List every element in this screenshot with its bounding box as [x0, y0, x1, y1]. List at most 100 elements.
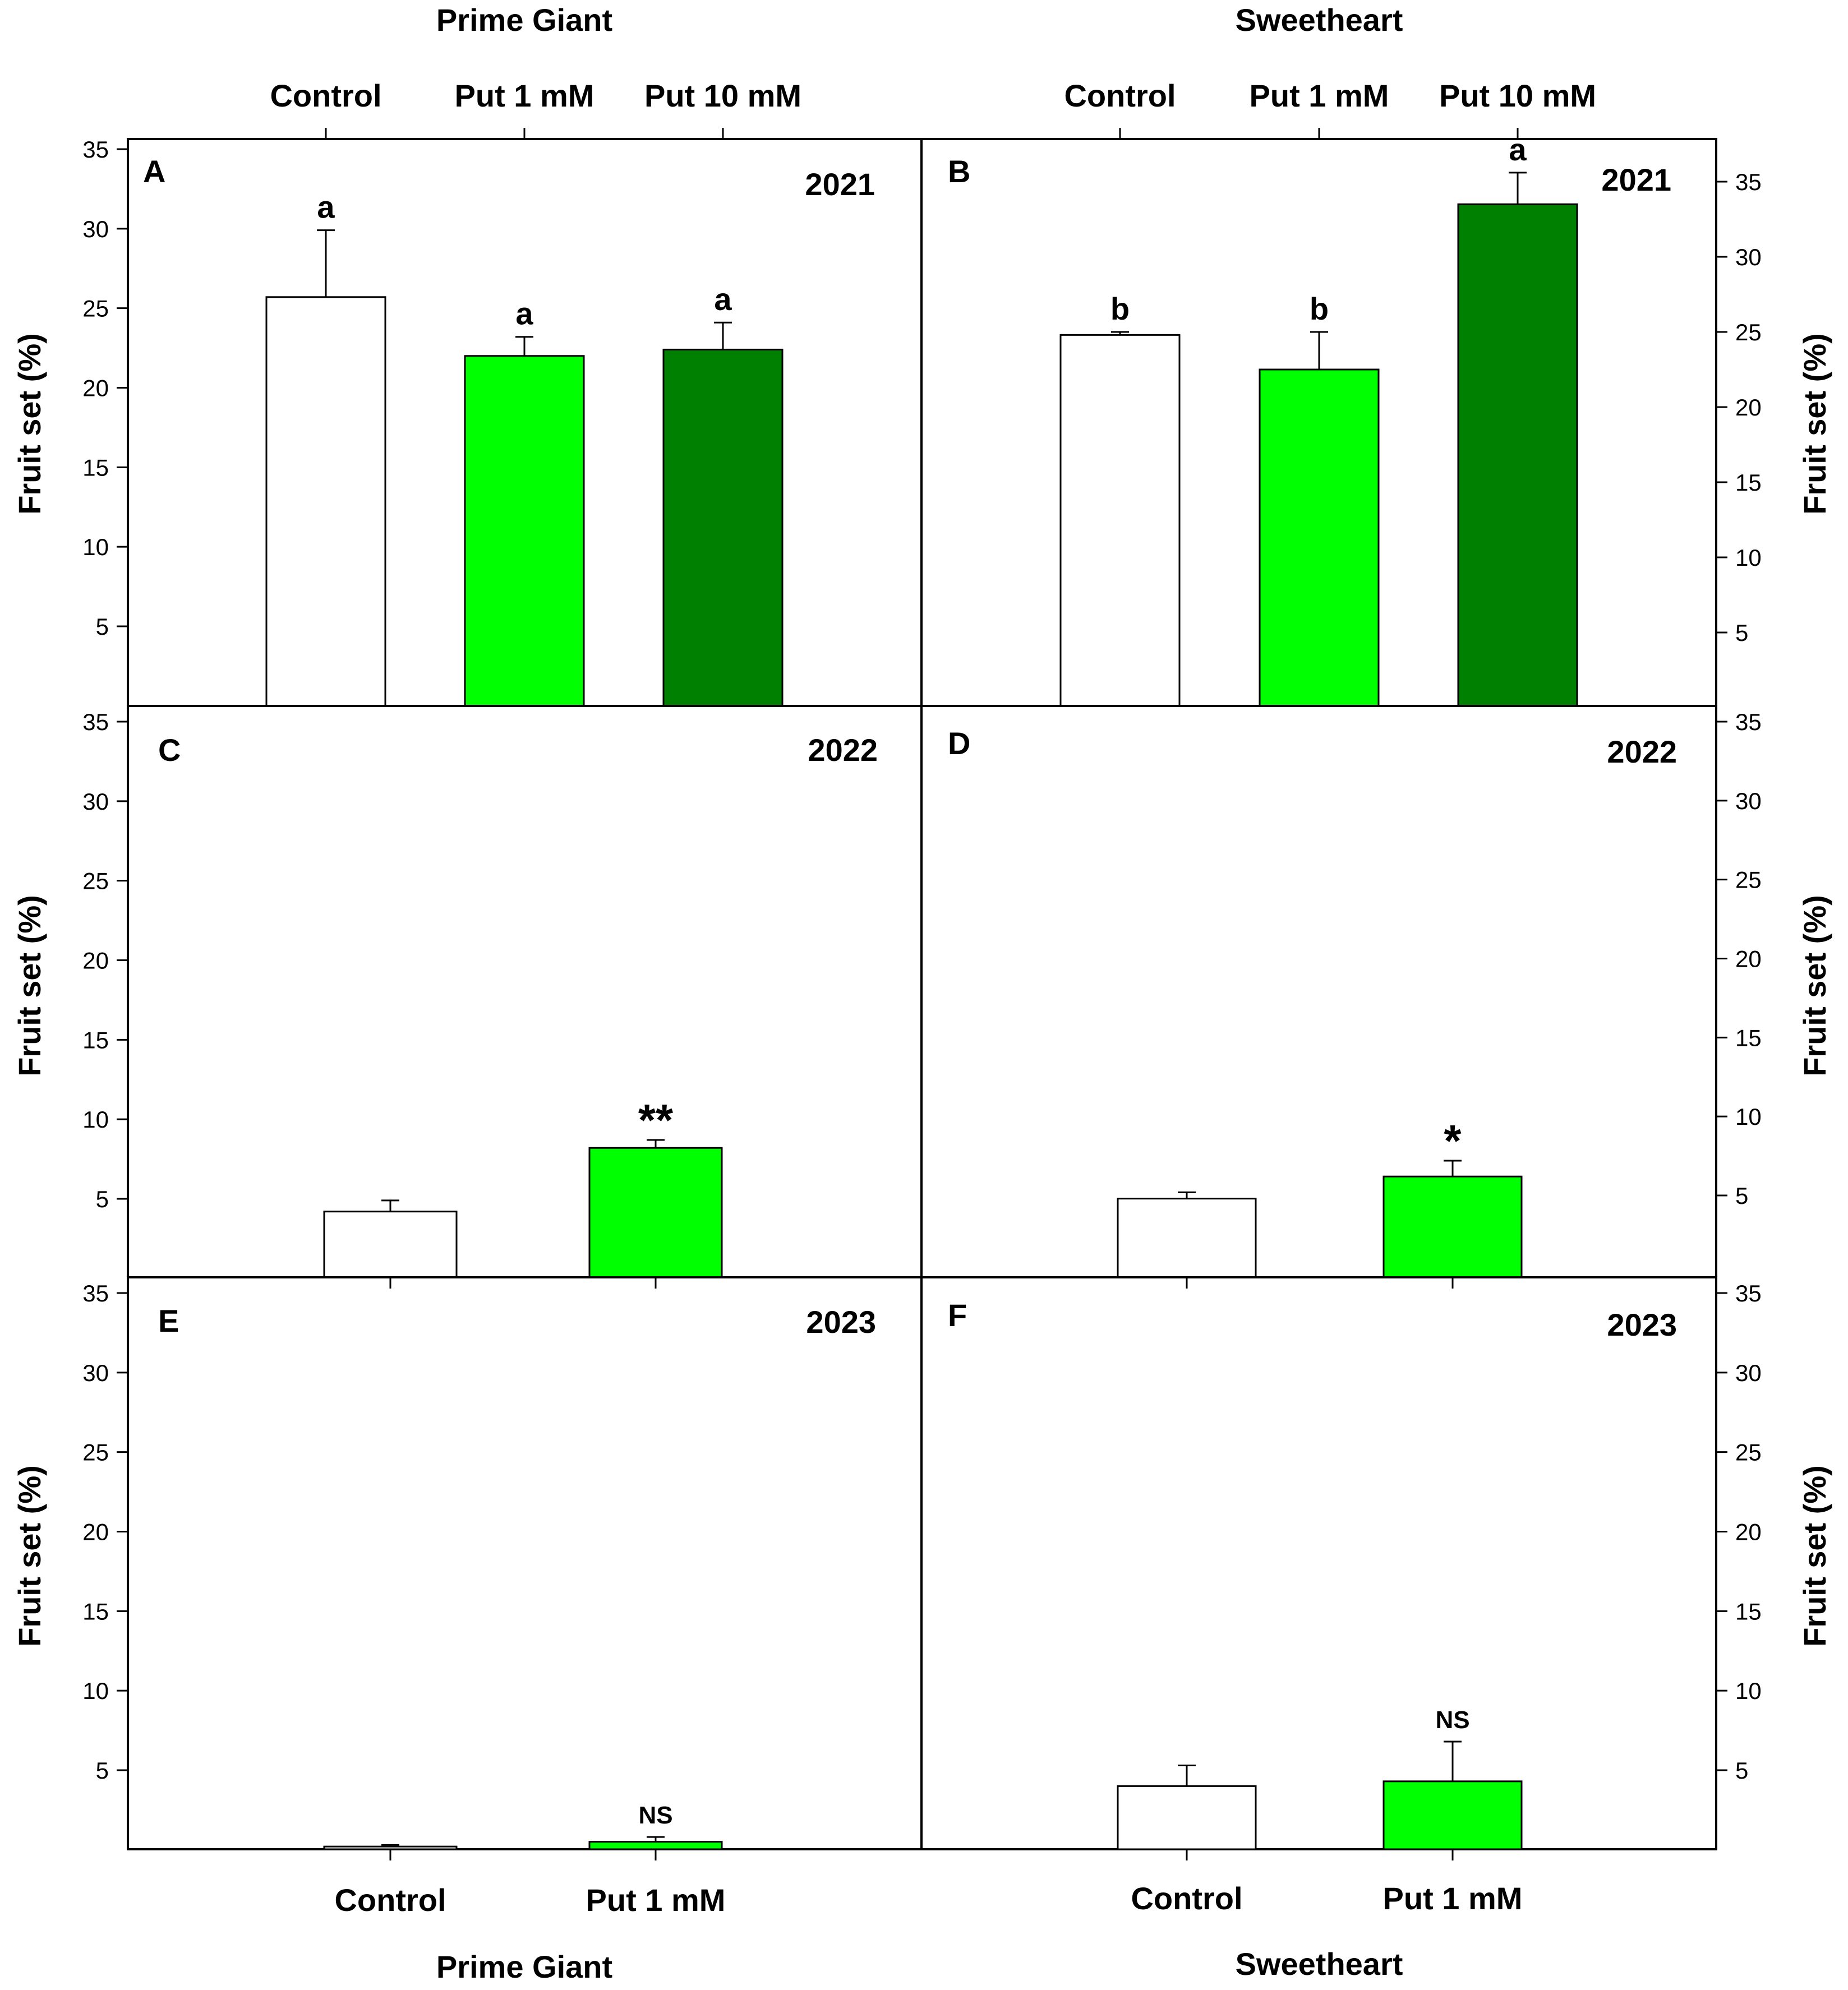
y-tick-label-d-30: 30 [1735, 788, 1762, 814]
bottom-cat-label-sh-control: Control [1131, 1881, 1242, 1916]
panel-label-c: C [158, 732, 181, 768]
top-group-title-sweetheart: Sweetheart [1236, 2, 1403, 38]
panel-year-f: 2023 [1607, 1307, 1677, 1342]
annotation-b-1: b [1310, 291, 1329, 326]
bar-e-1 [588, 1841, 723, 1850]
y-axis-label-f: Fruit set (%) [1797, 1465, 1832, 1647]
y-tick-label-e-15: 15 [82, 1598, 109, 1624]
y-tick-label-a-25: 25 [82, 296, 109, 322]
y-tick-label-a-5: 5 [96, 613, 109, 640]
y-tick-label-a-20: 20 [82, 375, 109, 401]
top-cat-label-pg-control: Control [270, 78, 381, 113]
bar-a-0 [265, 296, 386, 707]
bar-f-1 [1382, 1780, 1523, 1850]
panel-f: 5 10 15 20 25 30 35 NS F 2023 [920, 1276, 1762, 1860]
y-tick-label-c-15: 15 [82, 1027, 109, 1053]
y-tick-label-d-5: 5 [1735, 1183, 1748, 1209]
y-tick-label-d-15: 15 [1735, 1024, 1762, 1051]
bar-d-1 [1382, 1175, 1523, 1278]
y-tick-label-e-20: 20 [82, 1519, 109, 1545]
bottom-group-title-sweetheart: Sweetheart [1236, 1946, 1403, 1982]
y-tick-label-f-10: 10 [1735, 1678, 1762, 1704]
y-tick-label-f-20: 20 [1735, 1519, 1762, 1545]
bottom-cat-label-pg-put1: Put 1 mM [586, 1882, 726, 1918]
y-tick-label-d-35: 35 [1735, 709, 1762, 735]
panel-frame-f [920, 1276, 1717, 1850]
bar-d-0 [1117, 1198, 1257, 1278]
y-tick-label-a-15: 15 [82, 454, 109, 481]
y-tick-label-c-25: 25 [82, 868, 109, 894]
y-tick-label-e-10: 10 [82, 1678, 109, 1704]
bottom-cat-label-sh-put1: Put 1 mM [1383, 1881, 1523, 1916]
y-tick-label-c-5: 5 [96, 1186, 109, 1212]
panel-label-a: A [143, 154, 165, 189]
y-tick-label-f-35: 35 [1735, 1280, 1762, 1306]
y-axis-label-d: Fruit set (%) [1797, 895, 1832, 1077]
y-tick-label-f-25: 25 [1735, 1439, 1762, 1466]
top-cat-label-sh-put10: Put 10 mM [1439, 78, 1596, 113]
bar-e-0 [323, 1845, 458, 1850]
bar-b-1 [1259, 368, 1380, 707]
top-group-title-prime-giant: Prime Giant [436, 2, 612, 38]
panel-year-d: 2022 [1607, 734, 1677, 769]
y-tick-label-d-10: 10 [1735, 1103, 1762, 1130]
y-tick-label-c-35: 35 [82, 709, 109, 735]
y-tick-label-a-10: 10 [82, 534, 109, 560]
bar-a-2 [662, 348, 784, 707]
panel-label-b: B [948, 154, 970, 189]
panel-a: 5 10 15 20 25 30 35 a a a A 2021 [82, 128, 923, 707]
y-tick-label-b-5: 5 [1735, 620, 1748, 646]
bar-b-2 [1457, 203, 1578, 707]
panel-year-c: 2022 [808, 732, 878, 768]
y-axis-label-e: Fruit set (%) [12, 1465, 47, 1647]
y-tick-label-b-15: 15 [1735, 469, 1762, 496]
panel-label-e: E [158, 1303, 179, 1338]
top-cat-label-pg-put10: Put 10 mM [644, 78, 801, 113]
y-tick-label-f-5: 5 [1735, 1757, 1748, 1784]
y-tick-label-f-30: 30 [1735, 1360, 1762, 1386]
annotation-d-1: * [1444, 1116, 1462, 1166]
y-tick-label-a-30: 30 [82, 216, 109, 242]
y-tick-label-d-20: 20 [1735, 946, 1762, 972]
panel-year-e: 2023 [806, 1304, 876, 1340]
y-tick-label-b-20: 20 [1735, 394, 1762, 421]
y-tick-label-b-35: 35 [1735, 169, 1762, 195]
y-axis-label-a: Fruit set (%) [12, 333, 47, 515]
panel-year-a: 2021 [805, 167, 875, 202]
annotation-f-1: NS [1435, 1706, 1469, 1734]
bottom-group-title-prime-giant: Prime Giant [436, 1949, 612, 1984]
y-tick-label-b-30: 30 [1735, 244, 1762, 270]
y-axis-label-c: Fruit set (%) [12, 895, 47, 1077]
annotation-e-1: NS [638, 1802, 672, 1829]
top-cat-label-sh-control: Control [1064, 78, 1176, 113]
panel-label-d: D [948, 726, 970, 761]
y-tick-label-b-25: 25 [1735, 319, 1762, 345]
bar-f-0 [1117, 1785, 1257, 1850]
panel-year-b: 2021 [1601, 162, 1671, 197]
y-axis-label-b: Fruit set (%) [1797, 333, 1832, 515]
y-tick-label-e-5: 5 [96, 1757, 109, 1784]
panel-label-f: F [948, 1298, 967, 1333]
y-tick-label-e-30: 30 [82, 1360, 109, 1386]
y-tick-label-e-25: 25 [82, 1439, 109, 1466]
top-cat-label-pg-put1: Put 1 mM [455, 78, 595, 113]
bar-c-1 [588, 1147, 723, 1278]
y-tick-label-c-20: 20 [82, 948, 109, 974]
y-tick-label-e-35: 35 [82, 1280, 109, 1306]
y-tick-label-a-35: 35 [82, 136, 109, 163]
y-tick-label-c-10: 10 [82, 1106, 109, 1133]
annotation-b-0: b [1110, 291, 1130, 326]
y-tick-label-f-15: 15 [1735, 1598, 1762, 1624]
y-tick-label-c-30: 30 [82, 788, 109, 815]
bottom-cat-label-pg-control: Control [334, 1882, 446, 1918]
y-tick-label-b-10: 10 [1735, 544, 1762, 571]
annotation-c-1: ** [638, 1095, 674, 1145]
panel-c: 5 10 15 20 25 30 35 ** C 2022 [82, 705, 923, 1289]
top-cat-label-sh-put1: Put 1 mM [1250, 78, 1389, 113]
annotation-a-2: a [714, 281, 732, 317]
bar-a-1 [464, 355, 585, 707]
annotation-a-0: a [317, 190, 335, 225]
